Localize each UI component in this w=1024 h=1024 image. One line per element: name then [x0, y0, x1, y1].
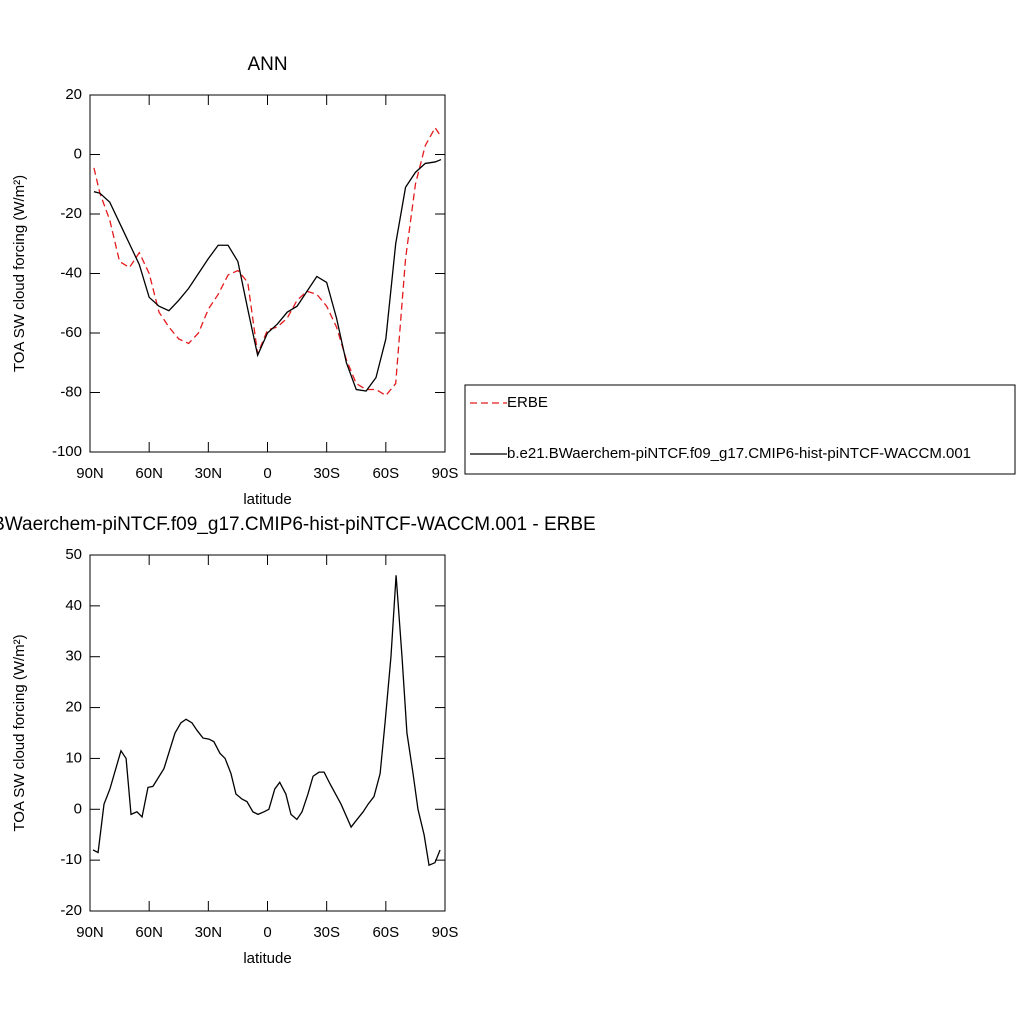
y-tick-label: -20	[60, 205, 82, 222]
x-tick-label: 90S	[432, 465, 459, 482]
x-tick-label: 60S	[372, 465, 399, 482]
y-tick-label: 20	[65, 86, 82, 103]
y-tick-label: 30	[65, 648, 82, 665]
x-tick-label: 0	[263, 924, 271, 941]
y-tick-label: 20	[65, 699, 82, 716]
data-line	[92, 575, 441, 867]
y-tick-label: 0	[74, 800, 82, 817]
chart-title: ANN	[247, 54, 287, 75]
data-line	[93, 126, 442, 397]
x-tick-label: 30N	[195, 924, 223, 941]
y-tick-label: -20	[60, 902, 82, 919]
x-tick-label: 60N	[135, 924, 163, 941]
y-tick-label: 0	[74, 145, 82, 162]
x-tick-label: 30S	[313, 465, 340, 482]
x-tick-label: 60N	[135, 465, 163, 482]
x-tick-label: 0	[263, 465, 271, 482]
plot-frame	[89, 94, 446, 453]
y-tick-label: -100	[52, 443, 82, 460]
legend-box	[464, 384, 1016, 475]
x-tick-label: 90N	[76, 924, 104, 941]
x-tick-label: 30S	[313, 924, 340, 941]
y-axis-label: TOA SW cloud forcing (W/m²)	[11, 634, 28, 831]
y-tick-label: -10	[60, 851, 82, 868]
x-axis-label: latitude	[243, 950, 291, 967]
y-tick-label: -80	[60, 383, 82, 400]
x-tick-label: 90N	[76, 465, 104, 482]
y-tick-label: -40	[60, 264, 82, 281]
y-tick-label: 10	[65, 749, 82, 766]
y-tick-label: 40	[65, 597, 82, 614]
legend-label: ERBE	[507, 394, 548, 411]
y-axis-label: TOA SW cloud forcing (W/m²)	[11, 175, 28, 372]
x-tick-label: 60S	[372, 924, 399, 941]
y-tick-label: 50	[65, 546, 82, 563]
plot-frame	[89, 554, 446, 912]
data-line	[93, 158, 442, 392]
chart-title: b.e21.BWaerchem-piNTCF.f09_g17.CMIP6-his…	[0, 514, 596, 535]
x-tick-label: 90S	[432, 924, 459, 941]
x-tick-label: 30N	[195, 465, 223, 482]
legend-label: b.e21.BWaerchem-piNTCF.f09_g17.CMIP6-his…	[507, 445, 971, 462]
x-axis-label: latitude	[243, 491, 291, 508]
y-tick-label: -60	[60, 324, 82, 341]
